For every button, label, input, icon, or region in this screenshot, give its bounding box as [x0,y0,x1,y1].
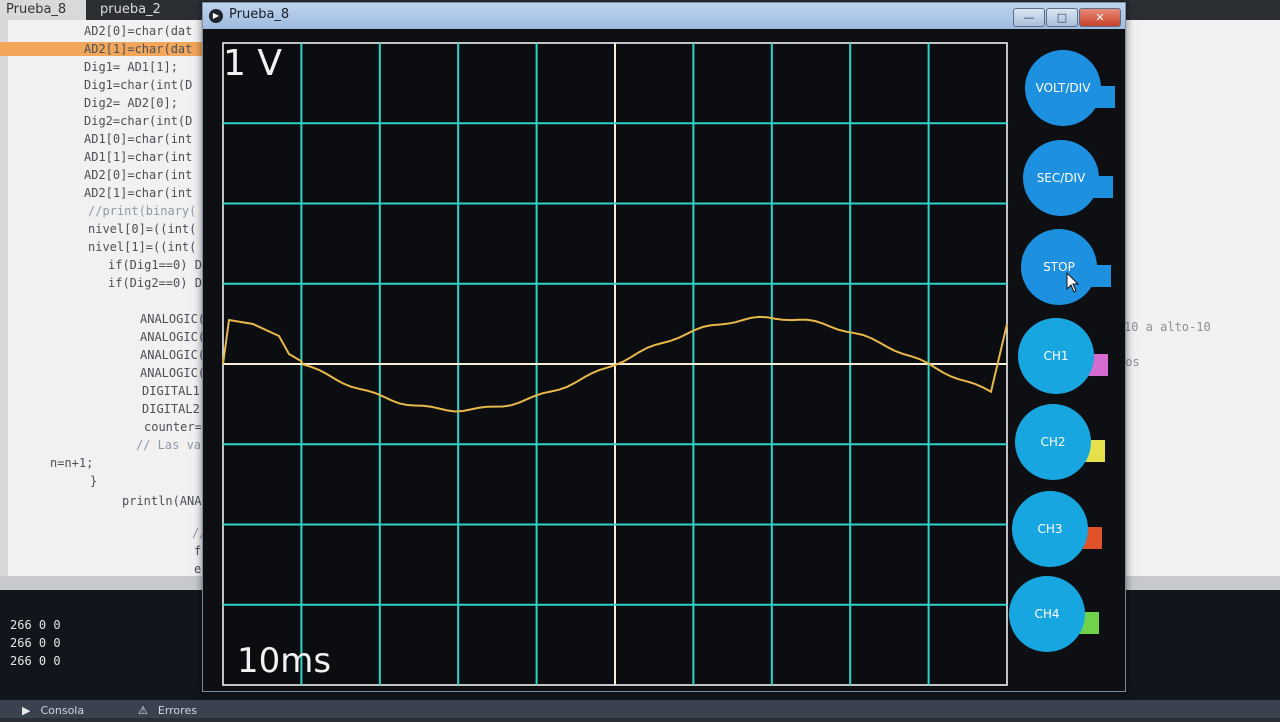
control-label: SEC/DIV [1036,171,1086,185]
tab-prueba-2[interactable]: prueba_2 [86,0,224,20]
code-line: Dig1=char(int(D [84,78,193,92]
ch2-button[interactable]: CH2 [1015,404,1091,480]
console-line: 266 0 0 [10,654,61,668]
maximize-button[interactable]: □ [1046,8,1078,27]
stop-button[interactable]: STOP [1021,229,1097,305]
ch3-button[interactable]: CH3 [1012,491,1088,567]
sec-div-button[interactable]: SEC/DIV [1023,140,1099,216]
code-line: // Las va [136,438,202,452]
tab-prueba-8[interactable]: Prueba_8 [0,0,100,20]
code-line: AD2[1]=char(dat [0,42,224,56]
code-line: AD1[1]=char(int [84,150,193,164]
oscilloscope-display: 1 V 10ms [215,41,1015,689]
close-button[interactable]: ✕ [1079,8,1121,27]
code-line: AD2[1]=char(int [84,186,193,200]
code-line: nivel[0]=((int( [88,222,197,236]
code-line: nivel[1]=((int( [88,240,197,254]
code-line: n=n+1; [50,456,94,470]
volt-div-button[interactable]: VOLT/DIV [1025,50,1101,126]
code-line: println(ANA [122,494,202,508]
time-div-readout: 10ms [237,641,332,681]
sketch-window: ▶ Prueba_8 — □ ✕ 1 V 10ms [202,2,1126,692]
mouse-cursor-icon [1066,272,1080,293]
play-icon: ▶ [209,9,223,23]
editor-gutter [0,20,8,580]
code-side-note: 10 a alto-10 [1124,320,1211,334]
code-line: ANALOGIC( [140,312,206,326]
control-label: CH4 [1034,607,1060,621]
code-line: AD1[0]=char(int [84,132,193,146]
scope-screen [222,42,1008,686]
control-label: CH2 [1040,435,1066,449]
window-title: Prueba_8 [229,7,290,22]
console-line: 266 0 0 [10,618,61,632]
code-line: Dig2=char(int(D [84,114,193,128]
control-label: CH3 [1037,522,1063,536]
code-line: if(Dig2==0) D [108,276,202,290]
close-icon: ✕ [1095,11,1105,24]
code-line: Dig1= AD1[1]; [84,60,178,74]
code-line: AD2[0]=char(int [84,168,193,182]
volt-div-readout: 1 V [223,43,282,84]
control-label: VOLT/DIV [1035,81,1091,95]
tab-errors[interactable]: ⚠ Errores [138,700,197,718]
code-line: ANALOGIC( [140,366,206,380]
control-label: CH1 [1043,349,1069,363]
code-line: //print(binary( [88,204,197,218]
window-titlebar[interactable]: ▶ Prueba_8 — □ ✕ [203,3,1125,29]
code-line: DIGITAL1 [142,384,200,398]
code-line: ANALOGIC( [140,330,206,344]
code-line: if(Dig1==0) D [108,258,202,272]
tab-console[interactable]: ▶ Consola [22,700,84,718]
control-label: STOP [1043,260,1075,274]
ide-bottom-bar: ▶ Consola ⚠ Errores [0,700,1280,718]
tab-errors-label: Errores [157,704,197,717]
console-line: 266 0 0 [10,636,61,650]
code-line: Dig2= AD2[0]; [84,96,178,110]
maximize-icon: □ [1056,11,1068,24]
ch1-button[interactable]: CH1 [1018,318,1094,394]
code-line: AD2[0]=char(dat [84,24,193,38]
warning-icon: ⚠ [138,704,148,717]
console-icon: ▶ [22,704,31,717]
ch4-button[interactable]: CH4 [1009,576,1085,652]
code-line: } [90,474,98,488]
minimize-icon: — [1023,11,1035,24]
code-line: counter=c [144,420,210,434]
tab-console-label: Consola [40,704,85,717]
code-line: DIGITAL2 [142,402,200,416]
minimize-button[interactable]: — [1013,8,1045,27]
code-line: ANALOGIC( [140,348,206,362]
scope-trace-ch1 [222,315,1008,413]
